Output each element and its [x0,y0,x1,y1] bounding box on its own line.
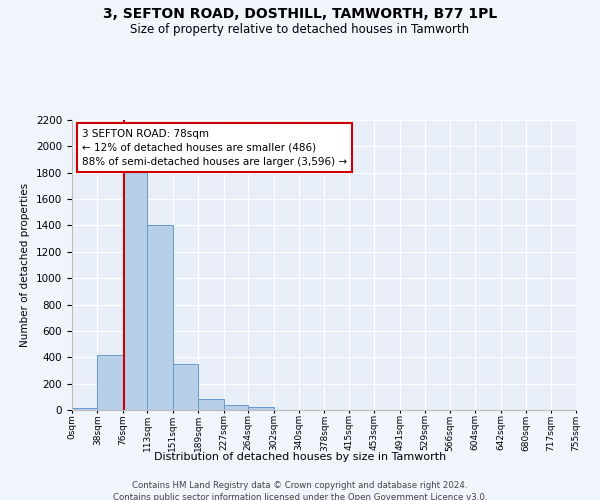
Bar [173,364,198,410]
Text: Distribution of detached houses by size in Tamworth: Distribution of detached houses by size … [154,452,446,462]
Text: Contains public sector information licensed under the Open Government Licence v3: Contains public sector information licen… [113,492,487,500]
Bar [123,172,148,410]
Bar [72,408,97,410]
Text: 3 SEFTON ROAD: 78sqm
← 12% of detached houses are smaller (486)
88% of semi-deta: 3 SEFTON ROAD: 78sqm ← 12% of detached h… [82,128,347,166]
Bar [198,400,224,410]
Bar [248,408,274,410]
Bar [224,406,248,410]
Y-axis label: Number of detached properties: Number of detached properties [20,183,31,347]
Bar [148,226,173,410]
Text: 3, SEFTON ROAD, DOSTHILL, TAMWORTH, B77 1PL: 3, SEFTON ROAD, DOSTHILL, TAMWORTH, B77 … [103,8,497,22]
Text: Size of property relative to detached houses in Tamworth: Size of property relative to detached ho… [130,22,470,36]
Bar [97,354,123,410]
Text: Contains HM Land Registry data © Crown copyright and database right 2024.: Contains HM Land Registry data © Crown c… [132,481,468,490]
